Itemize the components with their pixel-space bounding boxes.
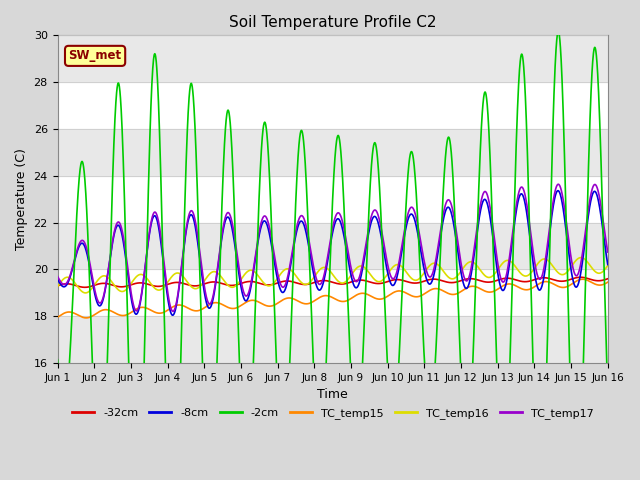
Bar [58, 129, 608, 176]
Text: SW_met: SW_met [68, 49, 122, 62]
Bar [58, 316, 608, 363]
Title: Soil Temperature Profile C2: Soil Temperature Profile C2 [229, 15, 436, 30]
Legend: -32cm, -8cm, -2cm, TC_temp15, TC_temp16, TC_temp17: -32cm, -8cm, -2cm, TC_temp15, TC_temp16,… [67, 403, 598, 423]
Bar [58, 36, 608, 82]
Y-axis label: Temperature (C): Temperature (C) [15, 148, 28, 250]
X-axis label: Time: Time [317, 388, 348, 401]
Bar [58, 223, 608, 269]
